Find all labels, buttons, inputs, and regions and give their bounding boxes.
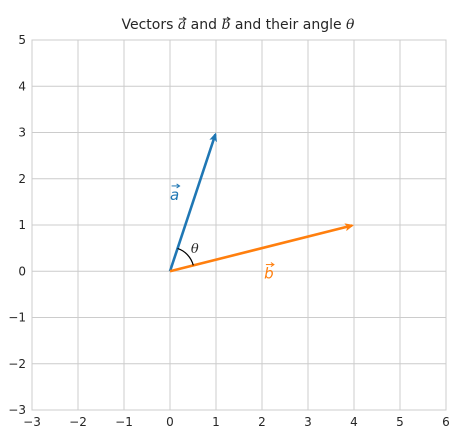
title-vector-a-arrow-head — [182, 16, 187, 22]
x-tick-label: −3 — [23, 415, 41, 429]
title-vector-arrows — [179, 16, 231, 22]
title-vector-b-arrow-head — [226, 16, 231, 22]
title-part-1: Vectors — [122, 17, 178, 33]
x-tick-label: 2 — [258, 415, 266, 429]
vector-a-label: a — [170, 186, 179, 204]
title-part-3: and their angle — [230, 17, 346, 33]
x-tick-label: −1 — [115, 415, 133, 429]
x-tick-label: 5 — [396, 415, 404, 429]
x-tick-label: 1 — [212, 415, 220, 429]
vector-b-label-arrow-head — [270, 262, 275, 267]
title-theta: θ — [346, 17, 355, 33]
y-tick-label: 1 — [18, 218, 26, 232]
y-tick-label: −1 — [8, 311, 26, 325]
chart-title: Vectors a and b and their angle θ — [122, 17, 356, 33]
plot-frame — [31, 39, 447, 411]
y-tick-label: 2 — [18, 172, 26, 186]
vector-b-arrow — [169, 223, 354, 273]
y-tick-label: 5 — [18, 33, 26, 47]
y-tick-label: 3 — [18, 126, 26, 140]
y-axis: −3 −2 −1 0 1 2 3 4 5 — [8, 33, 26, 417]
vector-b-label: b — [264, 265, 274, 283]
vectors-layer: ab — [168, 132, 354, 283]
angle-arc — [177, 247, 194, 266]
vector-a-arrow — [168, 132, 217, 272]
x-tick-label: 6 — [442, 415, 450, 429]
x-tick-label: −2 — [69, 415, 87, 429]
vector-a-label-arrow-head — [176, 183, 181, 189]
y-tick-label: 0 — [18, 264, 26, 278]
title-vector-b: b — [221, 17, 230, 33]
angle-layer: θ — [177, 242, 199, 266]
y-tick-label: 4 — [18, 79, 26, 93]
angle-theta-label: θ — [191, 242, 199, 257]
title-vector-a: a — [178, 17, 186, 33]
y-tick-label: −3 — [8, 403, 26, 417]
x-tick-label: 4 — [350, 415, 358, 429]
title-part-2: and — [186, 17, 221, 33]
y-tick-label: −2 — [8, 357, 26, 371]
grid-lines — [31, 39, 447, 411]
x-tick-label: 0 — [166, 415, 174, 429]
x-tick-label: 3 — [304, 415, 312, 429]
x-axis: −3 −2 −1 0 1 2 3 4 5 6 — [23, 415, 450, 429]
